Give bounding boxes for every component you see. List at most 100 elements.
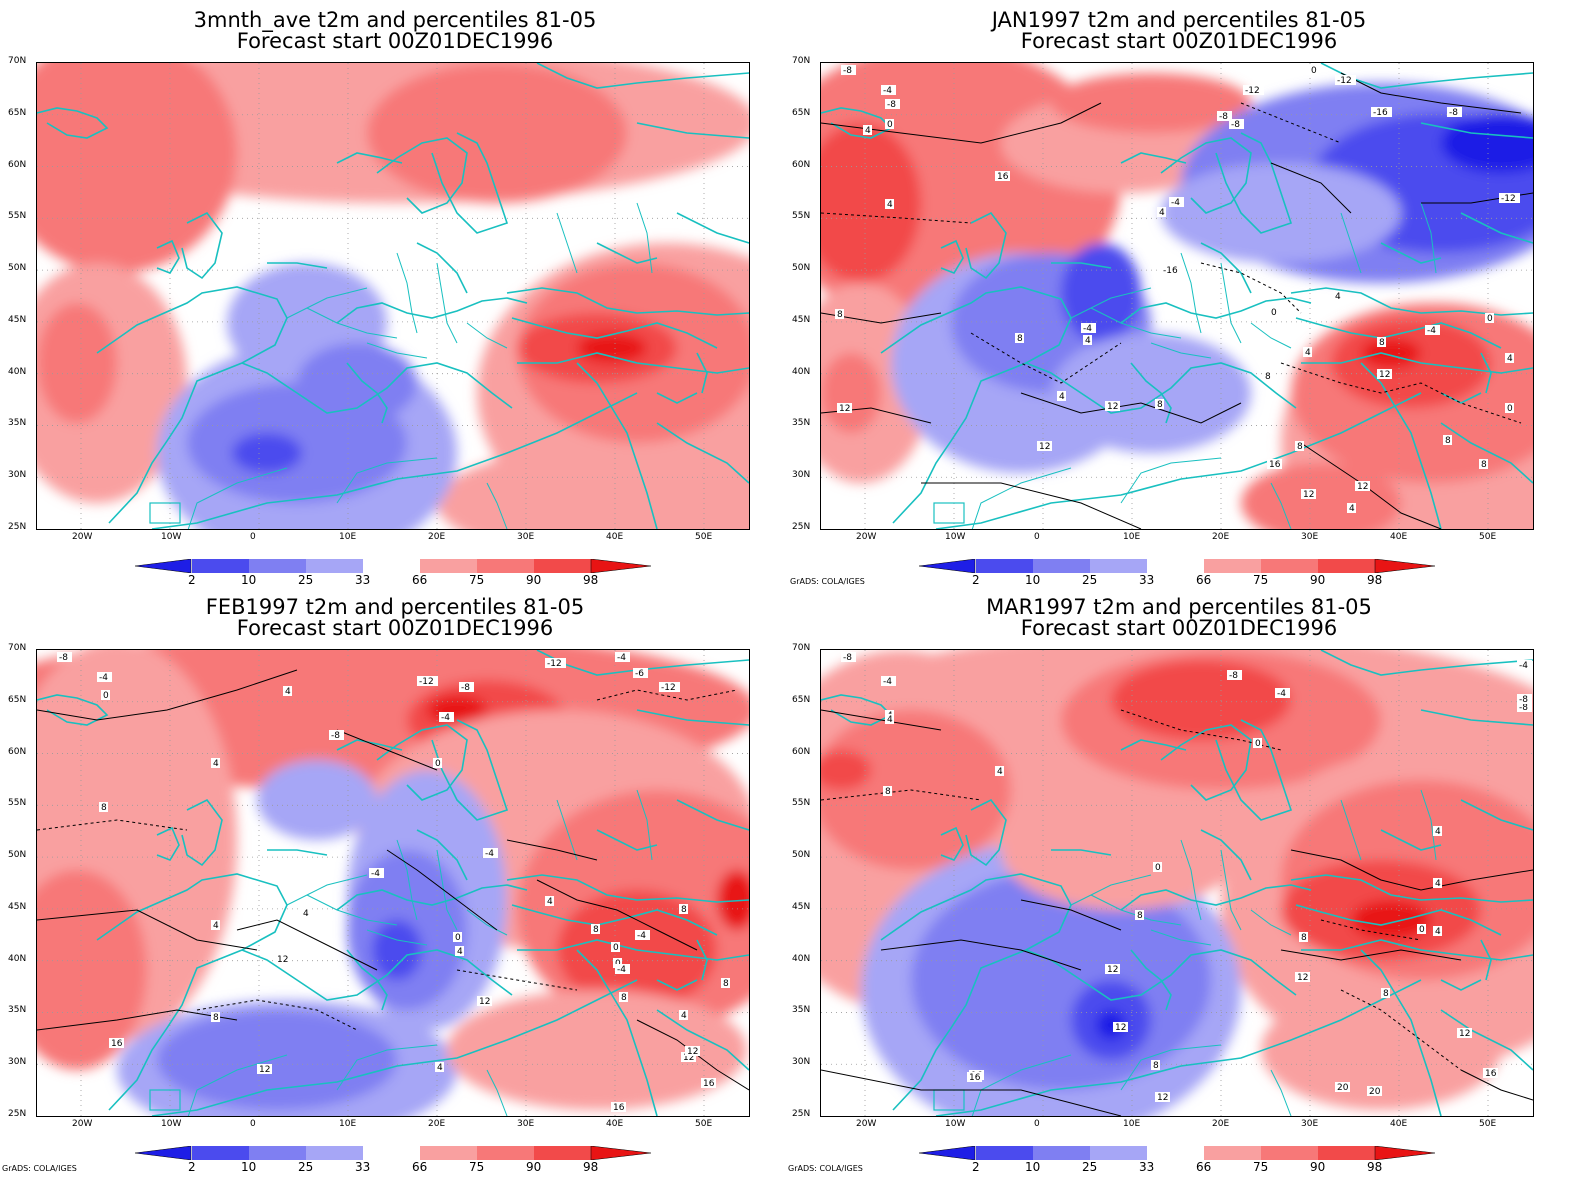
border-line [1420,789,1437,861]
contour-label: 0 [887,120,893,130]
coastline [940,826,964,861]
contour-label-bg [1447,107,1462,117]
colorbar-segment [363,559,420,573]
coastline [1480,352,1492,394]
lat-tick-label: 60N [8,159,27,170]
contour-label: -12 [1337,76,1352,86]
contour-label-bg [679,1010,688,1020]
contour-label-bg [211,920,220,930]
contour-label-bg [995,766,1004,776]
contour-label-bg [1433,926,1442,936]
coastline [1025,362,1297,414]
coastline [376,137,468,214]
contour-label-bg [885,199,894,209]
contour-label: 8 [1017,334,1023,344]
contour-label-bg [101,690,110,700]
percentile-shading [821,650,1533,1116]
colorbar-label: 90 [1310,1160,1326,1174]
contour-label: 12 [1115,1023,1126,1033]
colorbar-segment [590,1145,652,1161]
coastline [1301,939,1533,961]
colorbar [134,558,652,577]
coastline [696,939,708,981]
border-line [556,212,578,274]
grid [821,650,1533,1116]
grads-credit: GrADS: COLA/IGES [2,1164,77,1173]
border-line [1090,307,1182,339]
percentile-patch [297,343,417,423]
percentile-patch [447,990,747,1110]
contour-label-bg [329,730,344,740]
contour-line [921,482,1142,529]
contour-line [821,102,1102,144]
contour-label: -6 [635,669,644,679]
lat-tick-label: 35N [792,418,811,429]
contour-label: 12 [839,404,850,414]
lon-tick-label: 50E [695,1119,713,1129]
border-line [436,849,458,931]
lon-tick-label: 10E [1123,532,1141,542]
colorbar-segment [477,1146,534,1160]
contour-label-bg [99,802,108,812]
coastline [965,211,1007,280]
contour-label: 12 [1107,965,1118,975]
lat-tick-label: 55N [8,211,27,222]
lat-tick-label: 55N [8,798,27,809]
colorbar-segment [134,558,192,574]
colorbar-segment [1261,1146,1318,1160]
contour-label-bg [841,65,856,75]
lat-tick-label: 45N [792,901,811,912]
contour-label-bg [455,946,464,956]
lat-tick-label: 25N [792,1109,811,1119]
coastline [1200,829,1252,881]
contour-label-bg [1105,401,1120,411]
border-line [1120,457,1222,504]
contour-label-bg [1457,1028,1472,1038]
contour-line [37,1009,238,1031]
coastline [1120,152,1187,164]
coastline [511,904,718,936]
coastline [511,317,718,349]
contour-label: 8 [1265,372,1271,382]
contour-label: -12 [1245,86,1260,96]
lat-tick-label: 70N [8,643,27,653]
percentile-patch [367,63,627,203]
contour-label: 8 [1301,933,1307,943]
contour-line [37,909,258,951]
colorbar-segment [192,559,249,573]
contour-label: 8 [213,1013,219,1023]
contour-line [37,669,298,721]
lon-tick-label: 20W [856,1119,877,1129]
colorbar [134,1145,652,1164]
contour-label: 8 [1383,989,1389,999]
contour-line [196,999,358,1031]
colorbar-segment [1204,559,1261,573]
border-line [1420,202,1437,274]
contour-label: 4 [865,126,871,136]
border-line [1150,929,1212,946]
lat-tick-label: 60N [8,746,27,757]
percentile-patch [821,750,871,790]
colorbar-segment [249,559,306,573]
colorbar-label: 66 [1196,1160,1212,1174]
contour-label: 12 [1357,482,1368,492]
contour-line [596,689,738,701]
coastline [151,979,638,1116]
contour-label: 8 [723,979,729,989]
contour-label: 8 [1137,911,1143,921]
coastline [933,502,965,524]
contour-label-bg [591,924,600,934]
contour-label: -16 [1373,108,1388,118]
contour-label-bg [1517,702,1532,712]
contour-label-bg [1253,738,1262,748]
colorbar-label: 98 [1367,1160,1383,1174]
colorbar-segment [306,559,363,573]
border-line [486,1069,508,1116]
contour-label-bg [885,99,900,109]
contour-line [1300,442,1442,529]
coastline [181,798,223,867]
lon-tick-label: 20E [428,532,446,542]
contour-label-bg [439,712,454,722]
contour-label-bg [483,848,498,858]
percentile-patch [821,353,881,433]
